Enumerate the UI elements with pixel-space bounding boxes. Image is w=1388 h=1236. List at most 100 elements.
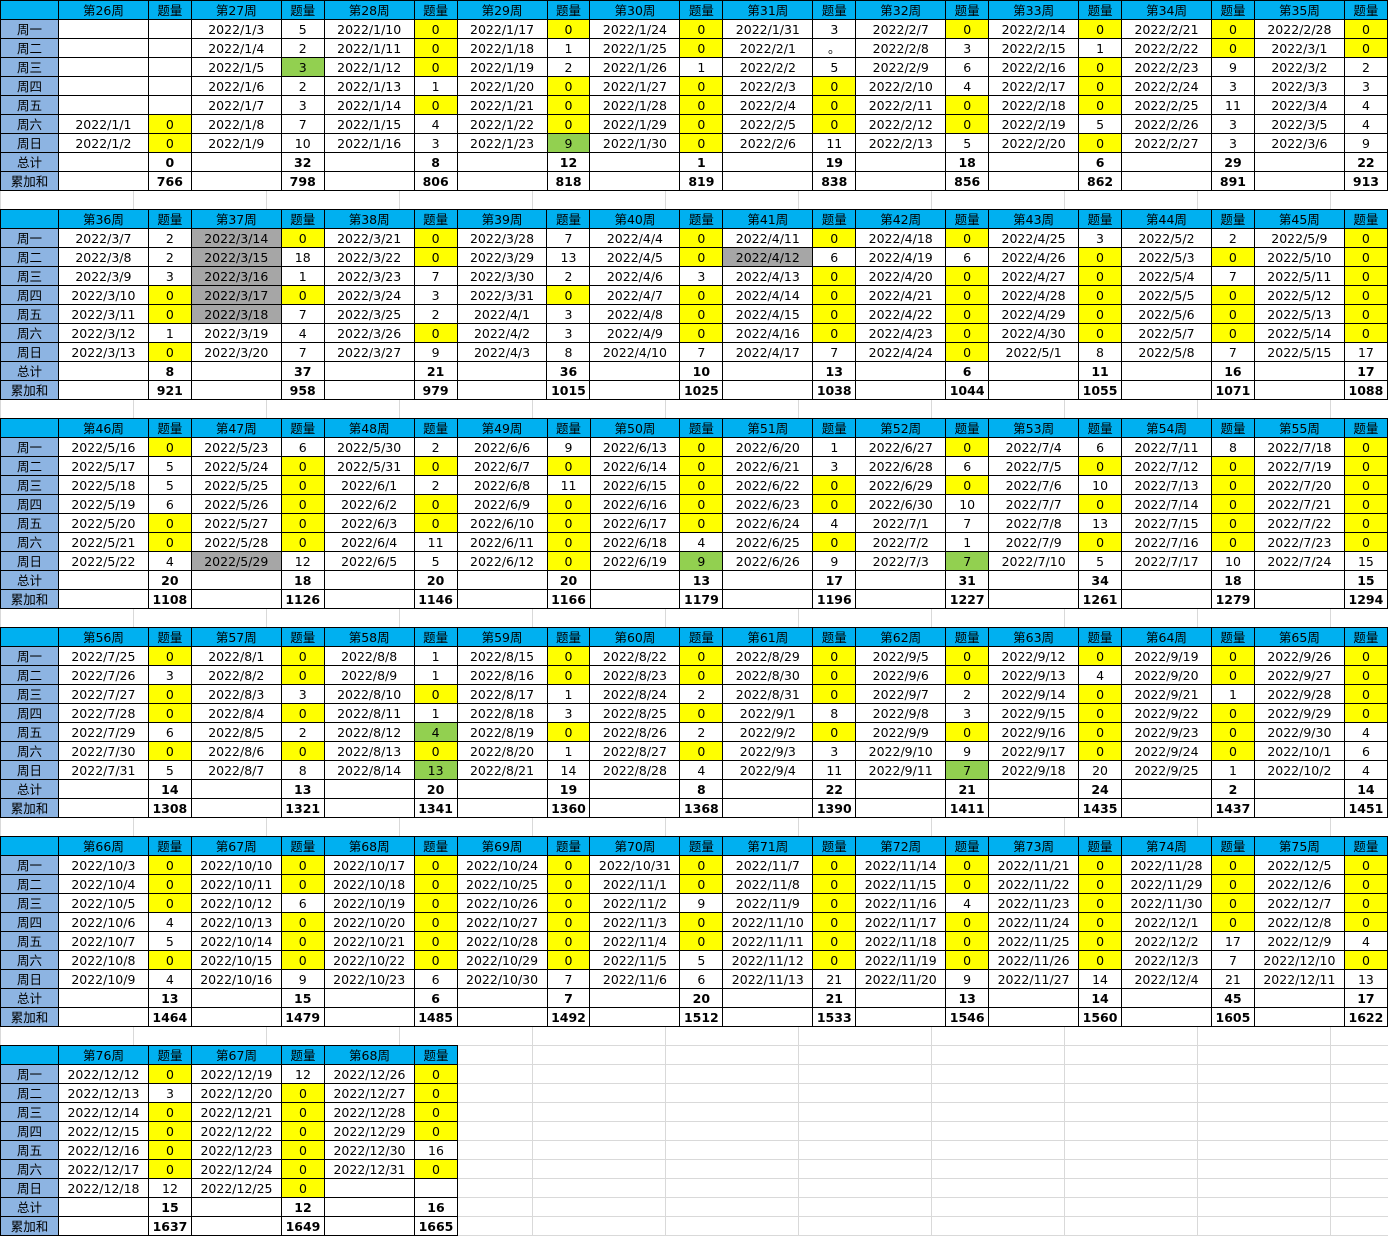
day-label[interactable]: 周二: [0, 665, 59, 685]
date-cell[interactable]: 2022/8/6: [190, 741, 282, 761]
blank-cell[interactable]: [589, 798, 681, 818]
cumulative-label[interactable]: 累加和: [0, 589, 59, 609]
blank-cell[interactable]: [190, 152, 282, 172]
date-cell[interactable]: 2022/10/20: [323, 912, 415, 932]
count-cell[interactable]: 7: [546, 228, 591, 248]
blank-cell[interactable]: [323, 779, 415, 799]
count-cell[interactable]: 0: [546, 76, 591, 96]
count-cell[interactable]: 7: [812, 342, 857, 362]
date-cell[interactable]: 2022/2/23: [1121, 57, 1212, 77]
count-cell[interactable]: 0: [1078, 133, 1123, 153]
blank-cell[interactable]: [190, 570, 282, 590]
count-header[interactable]: 题量: [679, 0, 724, 20]
week-total[interactable]: 17: [812, 570, 857, 590]
cumulative-total[interactable]: 1649: [281, 1216, 325, 1236]
date-cell[interactable]: 2022/6/2: [323, 494, 415, 514]
count-header[interactable]: 题量: [1210, 0, 1255, 20]
count-cell[interactable]: 0: [1343, 874, 1388, 894]
date-cell[interactable]: 2022/1/11: [323, 38, 415, 58]
week-total[interactable]: 22: [812, 779, 857, 799]
day-label[interactable]: 周六: [0, 532, 59, 552]
count-cell[interactable]: 0: [679, 437, 724, 457]
count-cell[interactable]: 3: [280, 57, 325, 77]
date-cell[interactable]: 2022/6/1: [323, 475, 415, 495]
date-cell[interactable]: 2022/9/2: [722, 722, 814, 742]
blank-cell[interactable]: [589, 380, 681, 400]
date-cell[interactable]: 2022/5/3: [1121, 247, 1212, 267]
count-cell[interactable]: 0: [280, 665, 325, 685]
count-cell[interactable]: 3: [1210, 114, 1255, 134]
count-header[interactable]: 题量: [1343, 627, 1388, 647]
count-cell[interactable]: 0: [1343, 323, 1388, 343]
count-header[interactable]: 题量: [679, 627, 724, 647]
cumulative-total[interactable]: 819: [679, 171, 724, 191]
count-cell[interactable]: 0: [679, 494, 724, 514]
date-cell[interactable]: 2022/11/14: [855, 855, 947, 875]
count-cell[interactable]: 4: [413, 114, 458, 134]
date-cell[interactable]: 2022/6/22: [722, 475, 814, 495]
corner-cell[interactable]: [0, 0, 59, 20]
date-cell[interactable]: 2022/7/20: [1253, 475, 1345, 495]
count-cell[interactable]: 0: [945, 437, 990, 457]
week-total[interactable]: 12: [546, 152, 591, 172]
count-cell[interactable]: 3: [546, 304, 591, 324]
count-cell[interactable]: 0: [413, 855, 458, 875]
count-cell[interactable]: 3: [147, 266, 192, 286]
week-total[interactable]: 19: [812, 152, 857, 172]
count-cell[interactable]: 4: [945, 893, 990, 913]
date-cell[interactable]: 2022/8/4: [190, 703, 282, 723]
date-cell[interactable]: 2022/4/11: [722, 228, 814, 248]
cumulative-total[interactable]: 1665: [414, 1216, 458, 1236]
week-total[interactable]: 12: [281, 1197, 325, 1217]
date-cell[interactable]: 2022/5/21: [57, 532, 149, 552]
blank-cell[interactable]: [456, 798, 548, 818]
week-total[interactable]: 20: [546, 570, 591, 590]
cumulative-total[interactable]: 766: [147, 171, 192, 191]
date-cell[interactable]: 2022/9/24: [1121, 741, 1212, 761]
blank-cell[interactable]: [1121, 589, 1212, 609]
date-cell[interactable]: 2022/5/16: [57, 437, 149, 457]
date-cell[interactable]: 2022/3/22: [323, 247, 415, 267]
count-cell[interactable]: 8: [1210, 437, 1255, 457]
blank-cell[interactable]: [323, 988, 415, 1008]
week-total[interactable]: 21: [413, 361, 458, 381]
count-cell[interactable]: 0: [413, 494, 458, 514]
count-header[interactable]: 题量: [280, 836, 325, 856]
date-cell[interactable]: 2022/7/14: [1121, 494, 1212, 514]
week-total[interactable]: 14: [147, 779, 192, 799]
date-cell[interactable]: 2022/1/15: [323, 114, 415, 134]
week-total[interactable]: 16: [414, 1197, 458, 1217]
blank-cell[interactable]: [722, 988, 814, 1008]
count-cell[interactable]: 1: [679, 57, 724, 77]
week-header[interactable]: 第48周: [323, 418, 415, 438]
count-cell[interactable]: 5: [945, 133, 990, 153]
date-cell[interactable]: 2022/3/11: [57, 304, 149, 324]
date-cell[interactable]: 2022/11/4: [589, 931, 681, 951]
count-cell[interactable]: 0: [546, 551, 591, 571]
count-cell[interactable]: 0: [280, 513, 325, 533]
count-cell[interactable]: 0: [945, 304, 990, 324]
date-cell[interactable]: 2022/11/16: [855, 893, 947, 913]
date-cell[interactable]: 2022/3/26: [323, 323, 415, 343]
day-label[interactable]: 周三: [0, 684, 59, 704]
count-cell[interactable]: 14: [546, 760, 591, 780]
count-cell[interactable]: 0: [546, 114, 591, 134]
blank-cell[interactable]: [323, 171, 415, 191]
date-cell[interactable]: 2022/1/23: [456, 133, 548, 153]
week-total[interactable]: 2: [1210, 779, 1255, 799]
date-cell[interactable]: 2022/3/15: [190, 247, 282, 267]
date-cell[interactable]: 2022/9/21: [1121, 684, 1212, 704]
date-cell[interactable]: 2022/1/12: [323, 57, 415, 77]
date-cell[interactable]: 2022/4/15: [722, 304, 814, 324]
blank-cell[interactable]: [1253, 798, 1345, 818]
cumulative-total[interactable]: 1055: [1078, 380, 1123, 400]
week-header[interactable]: 第51周: [722, 418, 814, 438]
count-cell[interactable]: 2: [147, 247, 192, 267]
count-cell[interactable]: 4: [147, 969, 192, 989]
count-cell[interactable]: 16: [414, 1140, 458, 1160]
date-cell[interactable]: 2022/5/8: [1121, 342, 1212, 362]
week-header[interactable]: 第68周: [324, 1045, 415, 1065]
date-cell[interactable]: 2022/9/17: [988, 741, 1080, 761]
count-cell[interactable]: 0: [812, 76, 857, 96]
date-cell[interactable]: 2022/3/9: [57, 266, 149, 286]
